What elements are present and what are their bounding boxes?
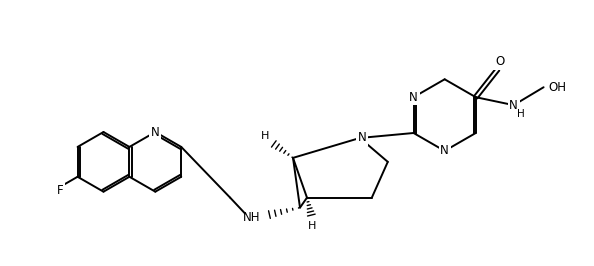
Text: NH: NH — [244, 211, 261, 224]
Text: H: H — [261, 131, 269, 141]
Text: F: F — [56, 184, 64, 197]
Text: N: N — [409, 91, 418, 104]
Text: O: O — [495, 55, 504, 68]
Text: H: H — [308, 221, 316, 231]
Text: OH: OH — [549, 81, 567, 94]
Text: N: N — [151, 126, 160, 139]
Text: H: H — [517, 109, 525, 119]
Text: N: N — [509, 99, 518, 112]
Text: N: N — [358, 131, 366, 144]
Text: N: N — [440, 144, 449, 157]
